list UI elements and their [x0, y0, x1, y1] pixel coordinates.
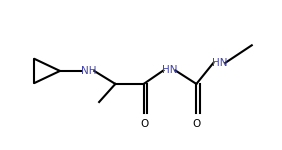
Text: NH: NH	[81, 66, 96, 76]
Text: HN: HN	[162, 65, 177, 75]
Text: HN: HN	[212, 58, 227, 68]
Text: O: O	[193, 119, 201, 129]
Text: O: O	[140, 119, 148, 129]
